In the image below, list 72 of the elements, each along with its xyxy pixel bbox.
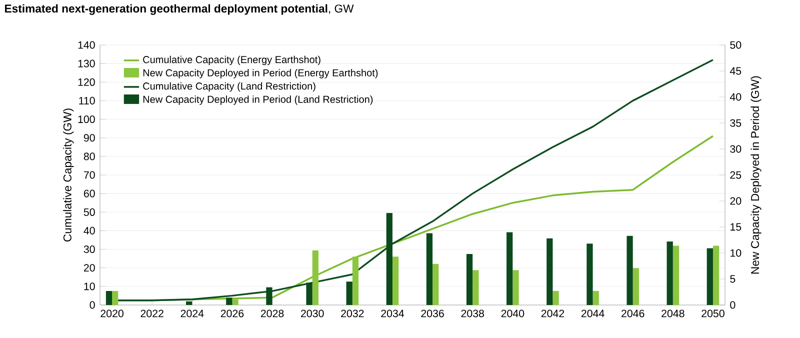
legend-label: New Capacity Deployed in Period (Land Restriction) — [143, 96, 373, 105]
y-tick-label: 120 — [78, 78, 95, 86]
legend-label: Cumulative Capacity (Energy Earthshot) — [143, 56, 320, 66]
x-tick-label: 2044 — [581, 310, 604, 318]
y2-tick-label: 30 — [730, 145, 742, 153]
y2-axis-title: New Capacity Deployed in Period (GW) — [750, 76, 762, 274]
bar — [506, 232, 513, 305]
bar — [346, 282, 352, 305]
bar — [352, 256, 359, 305]
bar — [512, 270, 519, 305]
y-tick-label: 60 — [84, 190, 95, 198]
bar — [546, 238, 553, 305]
x-tick-label: 2046 — [622, 310, 644, 318]
y2-tick-label: 25 — [730, 171, 742, 179]
y2-tick-label: 10 — [730, 249, 742, 257]
x-tick-label: 2026 — [220, 310, 244, 318]
x-tick-label: 2022 — [140, 310, 164, 318]
bar — [626, 236, 633, 305]
bar — [106, 290, 112, 305]
bar — [586, 244, 593, 305]
x-tick-label: 2020 — [100, 310, 124, 318]
y-tick-label: 130 — [78, 60, 95, 68]
bar — [632, 268, 639, 305]
y2-tick-label: 40 — [730, 93, 742, 101]
y-tick-label: 110 — [79, 96, 95, 104]
bar — [592, 290, 599, 305]
y2-tick-label: 15 — [730, 223, 742, 231]
y2-tick-label: 5 — [730, 275, 736, 283]
bar — [466, 254, 473, 305]
bar — [712, 246, 720, 305]
bar — [112, 290, 118, 305]
y-tick-label: 20 — [84, 264, 95, 272]
y-tick-label: 0 — [90, 301, 95, 309]
y2-tick-label: 50 — [730, 41, 742, 49]
y-axis-title: Cumulative Capacity (GW) — [63, 108, 74, 242]
chart-title: Estimated next-generation geothermal deployment potential, GW — [5, 4, 354, 15]
bar — [552, 290, 559, 305]
bar — [426, 233, 433, 305]
y-tick-label: 30 — [84, 246, 95, 254]
y-tick-label: 140 — [78, 41, 95, 49]
x-tick-label: 2032 — [341, 310, 364, 318]
legend-label: New Capacity Deployed in Period (Energy Earthshot) — [143, 69, 378, 78]
x-tick-label: 2038 — [461, 310, 484, 318]
y-tick-label: 90 — [84, 134, 95, 142]
x-tick-label: 2028 — [260, 310, 284, 318]
y-tick-label: 40 — [84, 226, 95, 234]
x-tick-label: 2030 — [301, 310, 324, 318]
y2-tick-label: 0 — [730, 301, 736, 309]
bar — [706, 248, 713, 305]
x-tick-label: 2036 — [421, 310, 444, 318]
y2-tick-label: 35 — [730, 119, 742, 127]
bar — [232, 299, 238, 305]
x-tick-label: 2034 — [381, 310, 404, 318]
x-tick-label: 2048 — [662, 310, 684, 318]
bar — [392, 256, 399, 305]
y2-tick-label: 45 — [730, 67, 742, 75]
y-tick-label: 80 — [84, 152, 95, 160]
x-tick-label: 2042 — [541, 310, 564, 318]
bar — [312, 250, 318, 305]
y-tick-label: 50 — [84, 208, 95, 216]
x-tick-label: 2050 — [702, 310, 724, 318]
bar — [472, 270, 479, 305]
y-tick-label: 100 — [78, 116, 95, 124]
x-tick-label: 2024 — [180, 310, 204, 318]
bar — [672, 246, 680, 305]
y-tick-label: 10 — [84, 282, 95, 290]
bar — [432, 264, 439, 305]
legend-label: Cumulative Capacity (Land Restriction) — [143, 82, 316, 92]
y2-tick-label: 20 — [730, 197, 742, 205]
bar — [666, 242, 673, 305]
x-tick-label: 2040 — [501, 310, 524, 318]
y-tick-label: 70 — [84, 171, 95, 179]
